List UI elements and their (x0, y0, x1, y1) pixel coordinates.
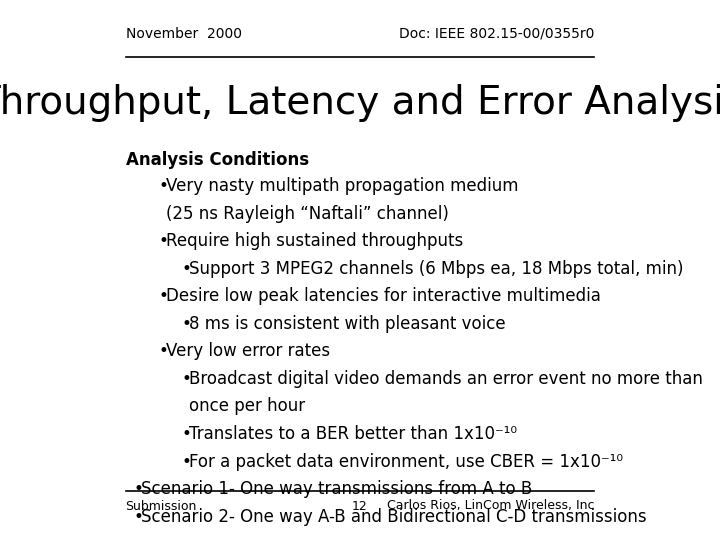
Text: Doc: IEEE 802.15-00/0355r0: Doc: IEEE 802.15-00/0355r0 (399, 26, 595, 40)
Text: Broadcast digital video demands an error event no more than: Broadcast digital video demands an error… (189, 370, 703, 388)
Text: Analysis Conditions: Analysis Conditions (125, 151, 309, 169)
Text: •: • (133, 508, 143, 525)
Text: Support 3 MPEG2 channels (6 Mbps ea, 18 Mbps total, min): Support 3 MPEG2 channels (6 Mbps ea, 18 … (189, 260, 684, 278)
Text: •: • (158, 232, 168, 250)
Text: •: • (158, 342, 168, 360)
Text: For a packet data environment, use CBER = 1x10⁻¹⁰: For a packet data environment, use CBER … (189, 453, 624, 470)
Text: November  2000: November 2000 (125, 26, 241, 40)
Text: 12: 12 (352, 500, 368, 512)
Text: Submission: Submission (125, 500, 197, 512)
Text: Carlos Rios, LinCom Wireless, Inc: Carlos Rios, LinCom Wireless, Inc (387, 500, 595, 512)
Text: Very nasty multipath propagation medium: Very nasty multipath propagation medium (166, 177, 519, 195)
Text: Scenario 1- One way transmissions from A to B: Scenario 1- One way transmissions from A… (141, 480, 532, 498)
Text: •: • (181, 260, 192, 278)
Text: •: • (181, 453, 192, 470)
Text: Scenario 2- One way A-B and Bidirectional C-D transmissions: Scenario 2- One way A-B and Bidirectiona… (141, 508, 647, 525)
Text: Throughput, Latency and Error Analysis: Throughput, Latency and Error Analysis (0, 84, 720, 122)
Text: •: • (158, 287, 168, 305)
Text: once per hour: once per hour (189, 397, 305, 415)
Text: Translates to a BER better than 1x10⁻¹⁰: Translates to a BER better than 1x10⁻¹⁰ (189, 425, 518, 443)
Text: •: • (181, 315, 192, 333)
Text: •: • (181, 425, 192, 443)
Text: 8 ms is consistent with pleasant voice: 8 ms is consistent with pleasant voice (189, 315, 506, 333)
Text: •: • (158, 177, 168, 195)
Text: Very low error rates: Very low error rates (166, 342, 330, 360)
Text: Require high sustained throughputs: Require high sustained throughputs (166, 232, 464, 250)
Text: Desire low peak latencies for interactive multimedia: Desire low peak latencies for interactiv… (166, 287, 601, 305)
Text: (25 ns Rayleigh “Naftali” channel): (25 ns Rayleigh “Naftali” channel) (166, 205, 449, 222)
Text: •: • (133, 480, 143, 498)
Text: •: • (181, 370, 192, 388)
